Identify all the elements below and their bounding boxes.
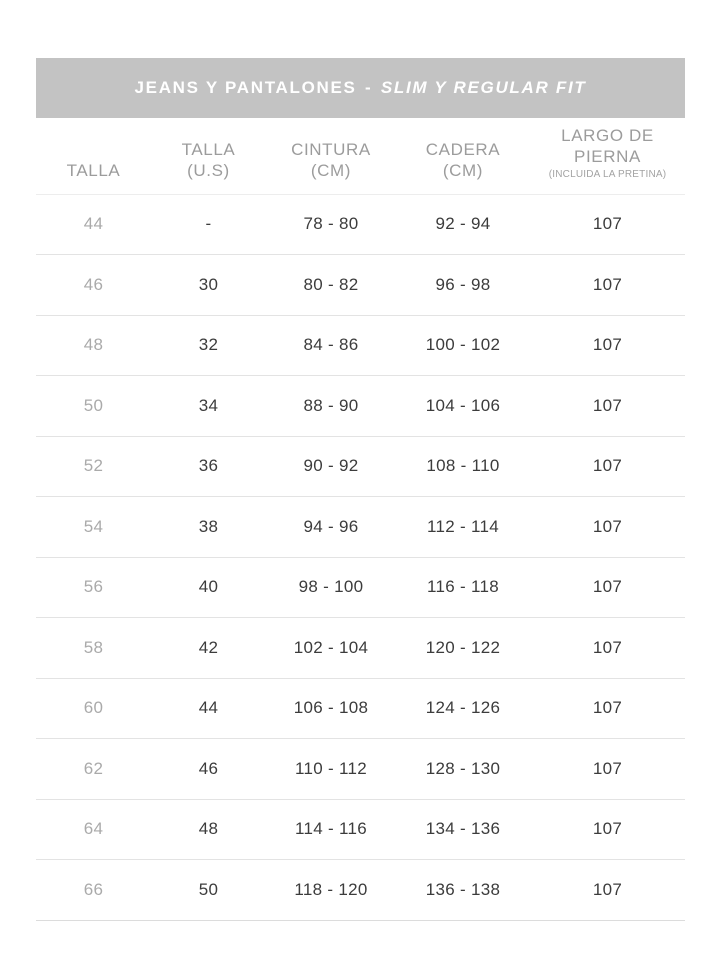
table-row: 48 32 84 - 86 100 - 102 107: [36, 315, 685, 377]
cell-largo-pierna: 107: [530, 557, 685, 619]
cell-largo-pierna: 107: [530, 375, 685, 437]
cell-cintura: 84 - 86: [266, 315, 396, 377]
chart-title: JEANS Y PANTALONES - SLIM Y REGULAR FIT: [135, 78, 587, 98]
cell-cadera: 96 - 98: [396, 254, 530, 316]
cell-talla: 64: [36, 799, 151, 861]
cell-cintura: 98 - 100: [266, 557, 396, 619]
cell-cadera: 108 - 110: [396, 436, 530, 498]
chart-title-separator: -: [365, 78, 373, 97]
table-row: 54 38 94 - 96 112 - 114 107: [36, 496, 685, 558]
cell-talla-us: -: [151, 194, 266, 256]
cell-cadera: 116 - 118: [396, 557, 530, 619]
cell-largo-pierna: 107: [530, 859, 685, 921]
cell-talla: 46: [36, 254, 151, 316]
column-header-largo-note: (INCLUIDA LA PRETINA): [548, 169, 667, 181]
cell-talla-us: 36: [151, 436, 266, 498]
table-row: 62 46 110 - 112 128 - 130 107: [36, 738, 685, 800]
column-header-talla-us-line1: TALLA: [181, 140, 236, 160]
cell-largo-pierna: 107: [530, 194, 685, 256]
table-row: 52 36 90 - 92 108 - 110 107: [36, 436, 685, 498]
column-header-cintura: CINTURA (CM): [266, 118, 396, 195]
column-header-cadera-line1: CADERA: [425, 140, 501, 160]
cell-cadera: 100 - 102: [396, 315, 530, 377]
cell-talla-us: 46: [151, 738, 266, 800]
column-header-largo-pierna: LARGO DE PIERNA (INCLUIDA LA PRETINA): [530, 118, 685, 195]
cell-cintura: 80 - 82: [266, 254, 396, 316]
cell-largo-pierna: 107: [530, 436, 685, 498]
column-header-largo-line1: LARGO DE: [561, 126, 654, 145]
column-header-talla: TALLA: [36, 118, 151, 195]
cell-cintura: 90 - 92: [266, 436, 396, 498]
cell-talla: 44: [36, 194, 151, 256]
table-header: TALLA TALLA (U.S) CINTURA (CM) CADERA (C…: [36, 118, 685, 195]
cell-largo-pierna: 107: [530, 496, 685, 558]
cell-talla: 62: [36, 738, 151, 800]
size-chart: JEANS Y PANTALONES - SLIM Y REGULAR FIT …: [36, 58, 685, 921]
table-row: 56 40 98 - 100 116 - 118 107: [36, 557, 685, 619]
chart-title-bar: JEANS Y PANTALONES - SLIM Y REGULAR FIT: [36, 58, 685, 118]
cell-cadera: 128 - 130: [396, 738, 530, 800]
table-row: 66 50 118 - 120 136 - 138 107: [36, 859, 685, 921]
cell-cadera: 112 - 114: [396, 496, 530, 558]
cell-cadera: 136 - 138: [396, 859, 530, 921]
cell-talla: 60: [36, 678, 151, 740]
table-row: 64 48 114 - 116 134 - 136 107: [36, 799, 685, 861]
cell-talla-us: 34: [151, 375, 266, 437]
column-header-talla-us: TALLA (U.S): [151, 118, 266, 195]
column-header-largo-line2: PIERNA: [574, 146, 641, 166]
cell-talla-us: 40: [151, 557, 266, 619]
cell-cintura: 118 - 120: [266, 859, 396, 921]
chart-title-main: JEANS Y PANTALONES: [134, 78, 357, 97]
cell-cintura: 106 - 108: [266, 678, 396, 740]
column-header-talla-us-line2: (U.S): [187, 160, 230, 180]
table-row: 50 34 88 - 90 104 - 106 107: [36, 375, 685, 437]
cell-talla: 52: [36, 436, 151, 498]
cell-talla: 56: [36, 557, 151, 619]
column-header-talla-line1: TALLA: [66, 160, 121, 180]
header-row: TALLA TALLA (U.S) CINTURA (CM) CADERA (C…: [36, 118, 685, 195]
cell-largo-pierna: 107: [530, 617, 685, 679]
cell-cintura: 102 - 104: [266, 617, 396, 679]
cell-talla-us: 50: [151, 859, 266, 921]
cell-cintura: 88 - 90: [266, 375, 396, 437]
cell-talla-us: 44: [151, 678, 266, 740]
cell-talla: 66: [36, 859, 151, 921]
table-row: 46 30 80 - 82 96 - 98 107: [36, 254, 685, 316]
cell-cintura: 110 - 112: [266, 738, 396, 800]
cell-talla: 50: [36, 375, 151, 437]
cell-talla-us: 32: [151, 315, 266, 377]
cell-talla: 48: [36, 315, 151, 377]
table-row: 44-78 - 80 92 - 94 107: [36, 194, 685, 256]
cell-talla-us: 48: [151, 799, 266, 861]
cell-largo-pierna: 107: [530, 254, 685, 316]
cell-cadera: 120 - 122: [396, 617, 530, 679]
cell-cadera: 104 - 106: [396, 375, 530, 437]
cell-cintura: 94 - 96: [266, 496, 396, 558]
column-header-cintura-line1: CINTURA: [291, 140, 371, 160]
size-table: TALLA TALLA (U.S) CINTURA (CM) CADERA (C…: [36, 118, 685, 921]
cell-cadera: 124 - 126: [396, 678, 530, 740]
table-row: 60 44 106 - 108 124 - 126 107: [36, 678, 685, 740]
cell-cintura: 78 - 80: [266, 194, 396, 256]
cell-cintura: 114 - 116: [266, 799, 396, 861]
cell-talla-us: 38: [151, 496, 266, 558]
cell-talla-us: 30: [151, 254, 266, 316]
chart-title-sub: SLIM Y REGULAR FIT: [380, 78, 587, 97]
cell-largo-pierna: 107: [530, 678, 685, 740]
column-header-cintura-line2: (CM): [310, 160, 352, 180]
cell-talla: 58: [36, 617, 151, 679]
cell-largo-pierna: 107: [530, 799, 685, 861]
cell-talla-us: 42: [151, 617, 266, 679]
column-header-cadera: CADERA (CM): [396, 118, 530, 195]
cell-largo-pierna: 107: [530, 738, 685, 800]
cell-cadera: 134 - 136: [396, 799, 530, 861]
cell-cadera: 92 - 94: [396, 194, 530, 256]
cell-talla: 54: [36, 496, 151, 558]
table-body: 44-78 - 80 92 - 94 107 46 30 80 - 82 96 - 98 10…: [36, 194, 685, 921]
column-header-cadera-line2: (CM): [442, 160, 484, 180]
table-row: 58 42 102 - 104 120 - 122 107: [36, 617, 685, 679]
cell-largo-pierna: 107: [530, 315, 685, 377]
